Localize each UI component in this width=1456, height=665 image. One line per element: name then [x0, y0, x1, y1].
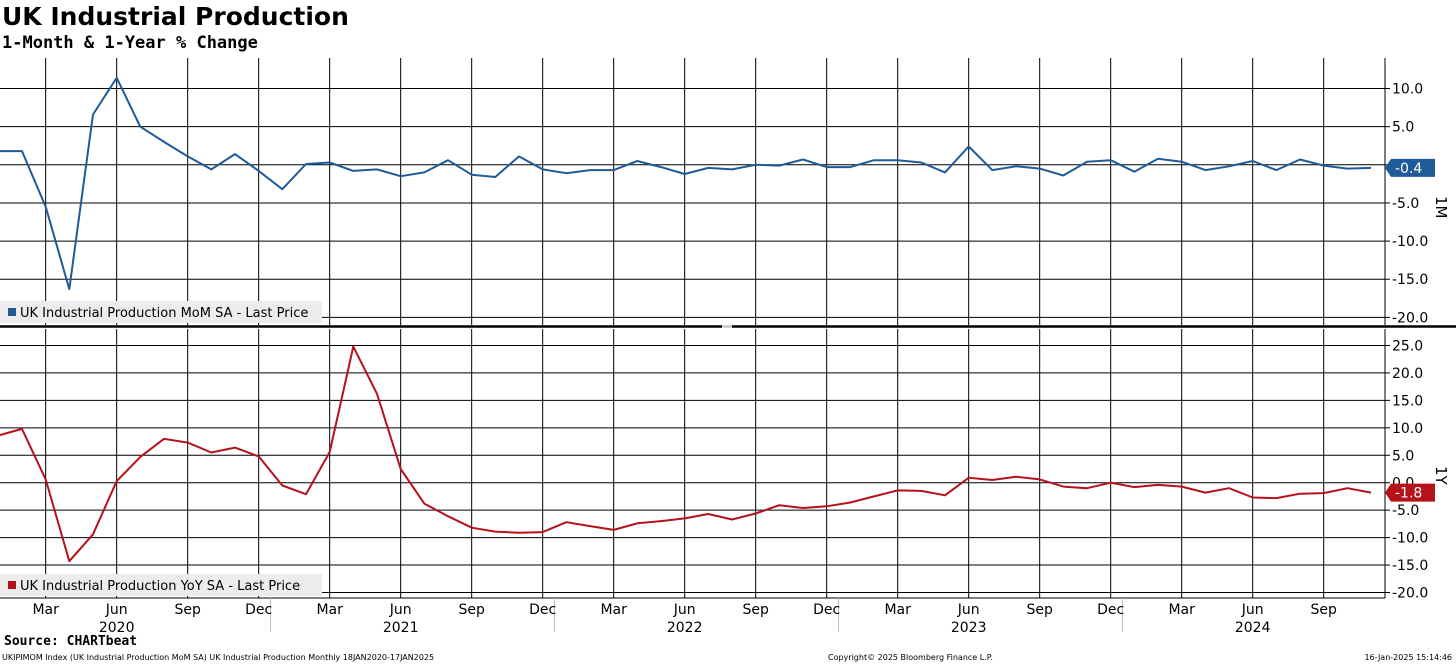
x-month-label: Dec [245, 602, 272, 618]
y-tick-label: 10.0 [1392, 421, 1423, 437]
x-month-label: Jun [673, 602, 696, 618]
x-month-label: Dec [813, 602, 840, 618]
y-tick-label: -10.0 [1392, 234, 1428, 250]
series-line [0, 345, 1372, 563]
y-tick-label: -5.0 [1392, 196, 1419, 212]
x-month-label: Sep [174, 602, 201, 618]
source-label: Source: CHARTbeat [4, 634, 138, 649]
y-tick-label: 5.0 [1392, 448, 1414, 464]
y-tick-label: -15.0 [1392, 272, 1428, 288]
y-tick-label: -15.0 [1392, 558, 1428, 574]
y-tick-label: -20.0 [1392, 586, 1428, 602]
copyright-notice: Copyright© 2025 Bloomberg Finance L.P. [828, 653, 993, 662]
x-month-label: Sep [458, 602, 485, 618]
x-month-label: Sep [1026, 602, 1053, 618]
last-value-badge [1385, 158, 1435, 177]
legend-box [0, 301, 322, 323]
x-year-label: 2024 [1235, 620, 1271, 632]
y-tick-label: -5.0 [1392, 503, 1419, 519]
x-year-label: 2023 [951, 620, 987, 632]
legend-box [0, 574, 322, 596]
y-tick-label: 10.0 [1392, 82, 1423, 98]
x-month-label: Dec [1097, 602, 1124, 618]
last-value-label: -0.4 [1395, 161, 1422, 177]
x-month-label: Sep [742, 602, 769, 618]
timestamp: 16-Jan-2025 15:14:46 [1364, 653, 1452, 662]
security-description: UKIPIMOM Index (UK Industrial Production… [2, 653, 435, 662]
last-value-badge [1385, 483, 1435, 502]
chart-canvas: 10.0 5.0 -5.0 -10.0 -15.0 -20.0 -0.4 1M UK Indus… [0, 58, 1456, 632]
x-month-label: Jun [389, 602, 412, 618]
last-value-label: -1.8 [1395, 486, 1422, 502]
x-month-label: Mar [884, 602, 911, 618]
y-tick-label: -10.0 [1392, 531, 1428, 547]
y-tick-label: 20.0 [1392, 366, 1423, 382]
panel-label: 1M [1432, 196, 1450, 219]
panel-label: 1Y [1432, 466, 1450, 486]
x-month-label: Mar [1168, 602, 1195, 618]
x-month-label: Sep [1310, 602, 1337, 618]
y-tick-label: -20.0 [1392, 310, 1428, 326]
chart-subtitle: 1-Month & 1-Year % Change [2, 33, 258, 53]
x-month-label: Jun [1241, 602, 1264, 618]
y-tick-label: 15.0 [1392, 393, 1423, 409]
x-month-label: Jun [957, 602, 980, 618]
y-tick-label: 25.0 [1392, 338, 1423, 354]
series-line [0, 76, 1372, 291]
x-month-label: Dec [529, 602, 556, 618]
legend-swatch [8, 308, 16, 316]
x-year-label: 2022 [667, 620, 703, 632]
legend-label: UK Industrial Production YoY SA - Last P… [20, 579, 300, 594]
legend-swatch [8, 581, 16, 589]
x-month-label: Mar [32, 602, 59, 618]
x-month-label: Mar [316, 602, 343, 618]
x-year-label: 2021 [383, 620, 419, 632]
y-tick-label: 5.0 [1392, 120, 1414, 136]
chart-title: UK Industrial Production [2, 2, 349, 31]
x-month-label: Jun [105, 602, 128, 618]
panel-resize-handle [722, 325, 732, 328]
legend-label: UK Industrial Production MoM SA - Last P… [20, 306, 308, 321]
x-month-label: Mar [600, 602, 627, 618]
x-year-label: 2020 [99, 620, 135, 632]
